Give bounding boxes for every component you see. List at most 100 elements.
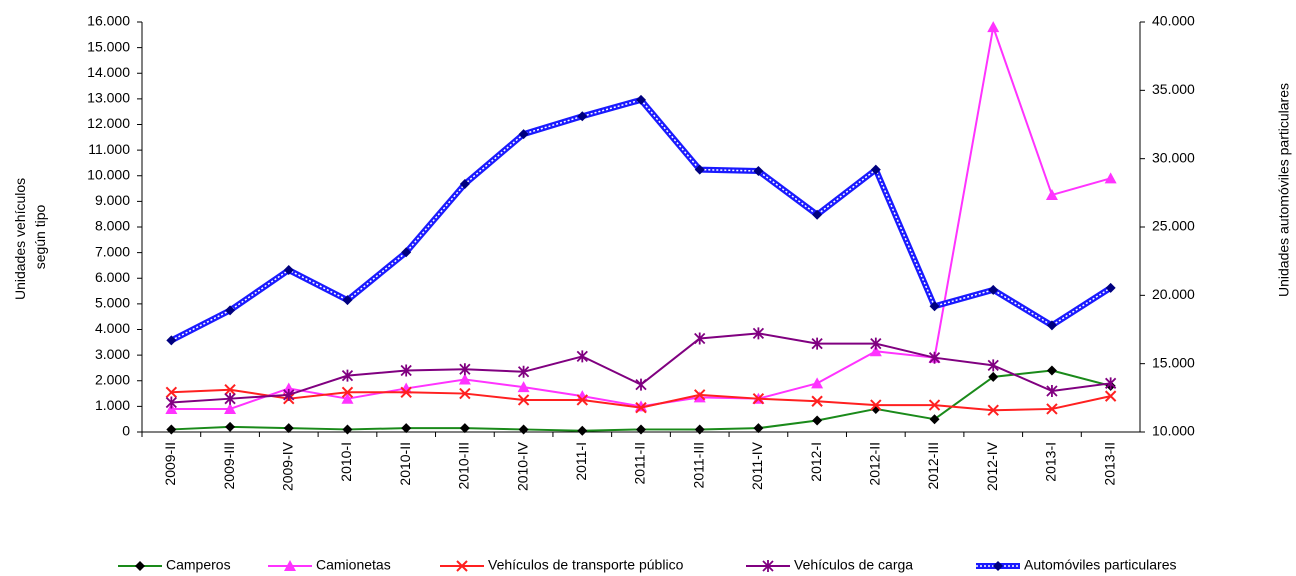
series-marker <box>693 389 706 401</box>
series-marker <box>224 402 237 414</box>
legend-marker <box>135 561 145 571</box>
series-marker <box>988 371 999 382</box>
y2-tick-label: 25.000 <box>1152 218 1195 234</box>
x-tick-label: 2009-IV <box>279 441 295 491</box>
y2-tick-label: 35.000 <box>1152 81 1195 97</box>
series-marker <box>752 392 765 405</box>
series-marker <box>1105 377 1117 390</box>
series-marker <box>166 335 177 346</box>
series-marker <box>1046 403 1058 415</box>
y2-tick-label: 10.000 <box>1152 423 1195 439</box>
legend-marker <box>456 560 468 572</box>
series-marker <box>988 284 999 295</box>
series-marker <box>694 332 706 345</box>
series-marker <box>635 400 647 412</box>
series-marker <box>341 369 354 382</box>
series-marker <box>1104 172 1117 184</box>
y-tick-label: 1.000 <box>95 397 130 413</box>
y-tick-label: 2.000 <box>95 371 130 387</box>
series-marker <box>518 129 529 140</box>
series-line <box>171 26 1111 410</box>
series-marker <box>458 373 471 385</box>
series-marker <box>753 423 764 434</box>
y-tick-label: 11.000 <box>88 141 130 157</box>
series-marker <box>400 364 412 377</box>
series-marker <box>870 164 881 175</box>
series-marker <box>929 414 940 425</box>
series-marker <box>166 424 177 435</box>
series-marker <box>870 337 882 350</box>
series-marker <box>869 345 882 357</box>
x-tick-label: 2012-IV <box>984 441 1000 491</box>
series-marker <box>342 295 353 306</box>
series-marker <box>1046 320 1057 331</box>
x-tick-label: 2013-I <box>1043 442 1059 482</box>
series-marker <box>518 424 529 435</box>
series-marker <box>459 423 470 434</box>
series-marker <box>341 392 354 404</box>
series-marker <box>459 178 470 189</box>
x-tick-label: 2011-II <box>632 442 648 485</box>
legend-label: Automóviles particulares <box>1024 557 1177 573</box>
series-marker <box>1046 365 1057 376</box>
y-axis-label: Unidades vehículos según tipo <box>12 174 48 300</box>
x-tick-label: 2013-II <box>1101 442 1117 486</box>
legend-marker <box>284 560 296 571</box>
series-marker <box>812 415 823 426</box>
legend-marker <box>993 561 1003 571</box>
series-marker <box>517 365 530 378</box>
x-tick-label: 2012-III <box>925 442 941 489</box>
series-marker <box>928 399 941 411</box>
series-marker <box>811 377 824 389</box>
series-marker <box>577 111 588 122</box>
series-marker <box>459 363 471 376</box>
series-marker <box>225 305 236 316</box>
y-tick-label: 6.000 <box>95 269 130 285</box>
x-tick-label: 2010-IV <box>514 441 530 491</box>
series-marker <box>870 399 882 411</box>
series-marker <box>694 424 705 435</box>
x-tick-label: 2010-II <box>397 442 413 486</box>
series-marker <box>928 351 941 364</box>
series-marker <box>694 164 705 175</box>
series-marker <box>517 394 530 406</box>
legend-label: Vehículos de carga <box>794 557 913 573</box>
series-marker <box>811 337 823 350</box>
series-marker <box>401 423 412 434</box>
y-tick-label: 8.000 <box>95 218 130 234</box>
series-line <box>169 96 1113 344</box>
series-marker <box>987 359 999 372</box>
series-marker <box>636 424 646 435</box>
y-tick-label: 3.000 <box>95 346 130 362</box>
series-marker <box>1046 385 1058 397</box>
y-tick-label: 0 <box>122 423 130 439</box>
series-marker <box>636 94 646 105</box>
series-marker <box>459 387 471 400</box>
series-marker <box>987 404 999 416</box>
y-axis-label-line: Unidades vehículos <box>12 178 28 300</box>
y-tick-label: 4.000 <box>95 320 130 336</box>
y-axis-label-line: según tipo <box>32 204 48 269</box>
series-marker <box>401 247 412 258</box>
series-marker <box>283 265 294 276</box>
series-marker <box>283 388 295 401</box>
series-line-highlight <box>171 99 1112 342</box>
series-marker <box>576 394 589 406</box>
y2-tick-label: 15.000 <box>1152 354 1195 370</box>
series-marker <box>577 425 588 436</box>
y-tick-label: 14.000 <box>87 64 130 80</box>
legend-marker <box>762 560 774 572</box>
series-marker <box>811 395 823 407</box>
y-tick-label: 5.000 <box>95 295 130 311</box>
series-marker <box>929 301 940 312</box>
y-tick-label: 15.000 <box>87 38 130 54</box>
x-tick-label: 2011-III <box>690 442 706 488</box>
series-marker <box>225 421 236 432</box>
series-marker <box>517 381 530 393</box>
series-marker <box>576 350 588 363</box>
series-marker <box>693 391 706 403</box>
x-tick-label: 2010-III <box>456 442 472 489</box>
y-tick-label: 10.000 <box>87 166 130 182</box>
legend-label: Vehículos de transporte público <box>488 557 684 573</box>
